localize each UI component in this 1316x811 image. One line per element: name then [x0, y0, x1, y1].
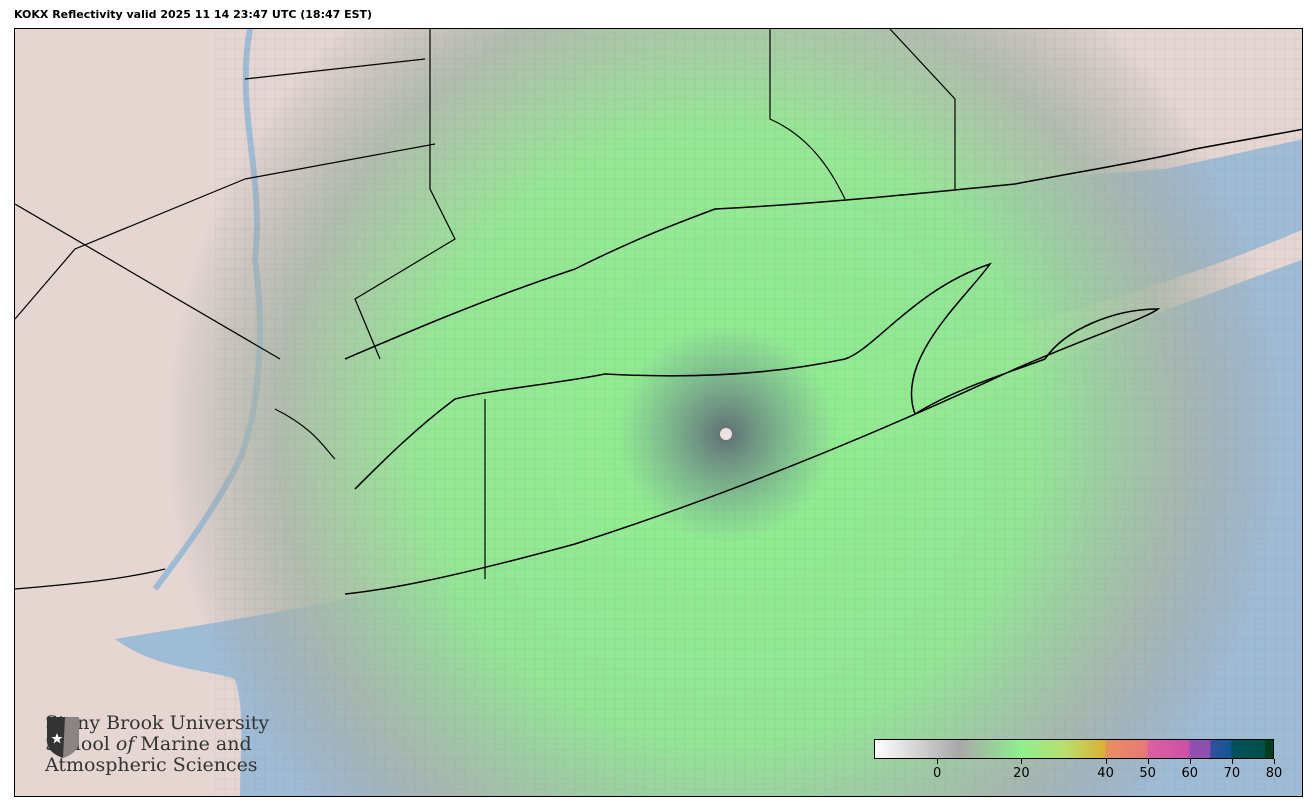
map-title: KOKX Reflectivity valid 2025 11 14 23:47… [14, 8, 373, 21]
ct-coastline [344, 128, 1302, 360]
reflectivity-colorbar [874, 739, 1274, 759]
long-island-coastline [344, 262, 1161, 595]
state-borders [15, 29, 956, 590]
colorbar-tick [1105, 759, 1107, 764]
map-canvas [15, 29, 1302, 796]
colorbar-tick [1231, 759, 1233, 764]
logo-text: of [115, 733, 135, 755]
colorbar-tick-label: 20 [1013, 766, 1030, 781]
logo-line-3: Atmospheric Sciences [45, 754, 258, 776]
colorbar-tick-label: 70 [1223, 766, 1241, 781]
colorbar-tick [1274, 759, 1275, 764]
colorbar-tick-label: 50 [1139, 766, 1156, 781]
sbu-shield-icon [47, 717, 79, 758]
colorbar-tick [1021, 759, 1023, 764]
colorbar-tick-label: 60 [1181, 766, 1199, 781]
logo-text: Marine and [134, 733, 252, 755]
radar-site [720, 428, 732, 440]
colorbar-tick [1189, 759, 1191, 764]
colorbar-tick-label: 40 [1097, 766, 1114, 781]
logo-line-1: Stony Brook University [45, 712, 270, 734]
colorbar-tick [1147, 759, 1149, 764]
colorbar-tick [937, 759, 939, 764]
colorbar-tick-label: 80 [1265, 766, 1283, 781]
colorbar-tick-label: 0 [933, 766, 942, 781]
radar-map: Stony Brook University School of Marine … [14, 28, 1303, 797]
sbu-somas-logo: Stony Brook University School of Marine … [45, 713, 269, 776]
